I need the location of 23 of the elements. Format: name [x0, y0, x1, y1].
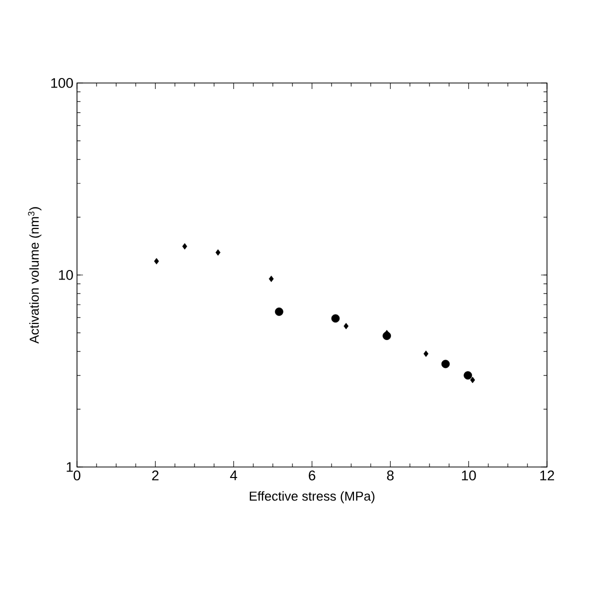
y-tick-label: 1 [66, 462, 73, 472]
point [154, 258, 159, 264]
point [464, 371, 472, 380]
y-axis-title: Activation volume (nm$^{3}$) [28, 207, 42, 344]
x-tick-label: 0 [74, 470, 80, 480]
x-tick-label: 6 [308, 470, 316, 480]
x-tick-label: 10 [462, 470, 476, 480]
point [216, 249, 220, 256]
x-tick-label: 8 [387, 470, 394, 480]
x-tick-label: 2 [152, 470, 159, 480]
y-tick-label: 100 [51, 78, 73, 88]
point [274, 308, 284, 316]
point [424, 350, 428, 357]
point [441, 360, 450, 368]
y-tick-label: 10 [59, 270, 73, 280]
point [331, 314, 340, 323]
x-axis-title: Effective stress (MPa) [250, 491, 374, 504]
x-tick-label: 4 [230, 470, 238, 480]
point [344, 322, 349, 330]
point [182, 243, 188, 250]
point [268, 276, 274, 282]
point [470, 376, 476, 384]
x-tick-label: 12 [540, 470, 554, 480]
